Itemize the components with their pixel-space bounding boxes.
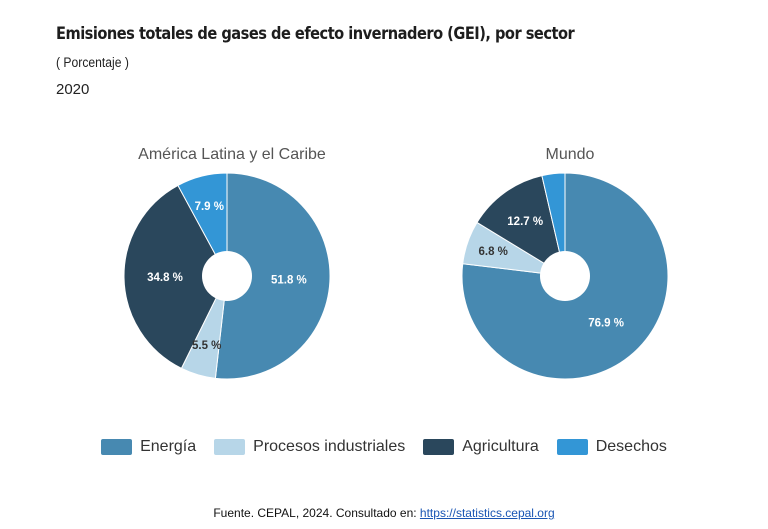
- slice-label-desechos: 7.9 %: [195, 201, 224, 213]
- legend-item-desechos: Desechos: [556, 438, 667, 456]
- source-link[interactable]: https://statistics.cepal.org: [419, 506, 555, 520]
- slice-label-energia: 76.9 %: [588, 317, 624, 329]
- chart-year: 2020: [56, 81, 90, 98]
- pie-slice-desechos: [177, 172, 228, 277]
- slice-label-procesos-industriales: 6.8 %: [478, 246, 507, 258]
- donut-hole: [540, 251, 590, 301]
- pie-title-america-latina: América Latina y el Caribe: [138, 146, 326, 163]
- pie-slice-agricultura: [476, 175, 566, 278]
- source-text: Fuente. CEPAL, 2024. Consultado en:: [213, 506, 420, 520]
- legend-label-desechos: Desechos: [595, 438, 667, 455]
- pie-slice-desechos: [541, 172, 566, 277]
- legend-label-agricultura: Agricultura: [462, 438, 539, 455]
- chart-subtitle: ( Porcentaje ): [56, 55, 129, 70]
- legend-item-agricultura: Agricultura: [423, 438, 539, 456]
- donut-hole: [202, 251, 252, 301]
- pie-chart-america-latina: América Latina y el Caribe 51.8 % 5.5 % 34…: [123, 146, 331, 380]
- slice-label-procesos-industriales: 5.5 %: [192, 340, 221, 352]
- pie-slice-energia: [214, 172, 331, 380]
- legend-swatch-agricultura: [423, 439, 455, 455]
- slice-label-energia: 51.8 %: [271, 275, 307, 287]
- legend-label-energia: Energía: [140, 438, 197, 455]
- chart-legend: Energía Procesos industriales Agricultur…: [0, 436, 768, 458]
- chart-title: Emisiones totales de gases de efecto inv…: [56, 24, 575, 44]
- legend-item-energia: Energía: [101, 438, 196, 456]
- legend-swatch-energia: [101, 439, 133, 455]
- slice-label-agricultura: 34.8 %: [147, 272, 183, 284]
- slice-label-agricultura: 12.7 %: [507, 216, 543, 228]
- source-note: Fuente. CEPAL, 2024. Consultado en: http…: [0, 506, 768, 520]
- pie-chart-mundo: Mundo 76.9 % 6.8 % 12.7 %: [461, 146, 669, 380]
- pie-slice-agricultura: [123, 184, 228, 370]
- legend-item-procesos-industriales: Procesos industriales: [214, 438, 405, 456]
- legend-swatch-procesos-industriales: [214, 439, 246, 455]
- legend-swatch-desechos: [556, 439, 588, 455]
- pie-charts: América Latina y el Caribe 51.8 % 5.5 % 34…: [123, 146, 669, 380]
- pie-title-mundo: Mundo: [546, 146, 595, 163]
- legend-label-procesos-industriales: Procesos industriales: [253, 438, 406, 455]
